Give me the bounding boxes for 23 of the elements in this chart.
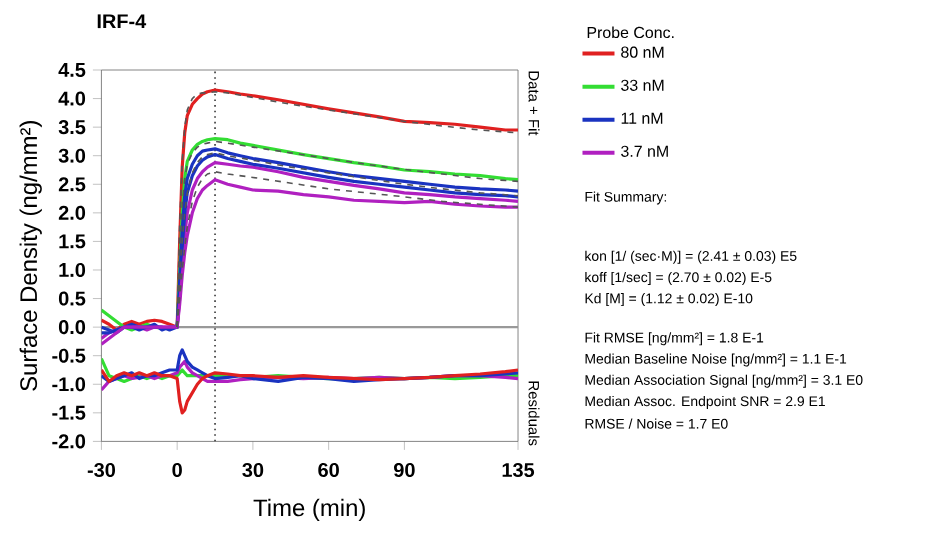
- y-tick-label: 3.0: [58, 148, 86, 163]
- x-axis-title: Time (min): [253, 498, 365, 522]
- y-axis-title: Surface Density (ng/mm²): [19, 121, 42, 391]
- y-tick-label: 0.0: [58, 320, 86, 335]
- y-tick-label: -2.0: [52, 434, 86, 449]
- y-tick-label: 1.5: [59, 234, 86, 249]
- x-tick-label: 135: [502, 462, 535, 478]
- x-tick-label: 0: [172, 462, 182, 478]
- y-tick-label: -0.5: [52, 348, 86, 363]
- x-tick-label: 90: [394, 462, 415, 478]
- y-tick-label: 2.0: [58, 205, 86, 220]
- y-tick-label: 4.5: [58, 63, 86, 77]
- y-tick-label: 0.5: [58, 291, 86, 306]
- y-tick-label: 4.0: [58, 91, 86, 106]
- y-tick-label: 2.5: [58, 177, 86, 192]
- x-tick-label: 60: [318, 462, 339, 478]
- y-tick-label: 1.0: [59, 262, 86, 278]
- chart-title: IRF-4: [97, 14, 147, 29]
- y-tick-label: 3.5: [58, 120, 86, 135]
- y-tick-label: -1.0: [52, 377, 86, 392]
- x-tick-label: -30: [87, 462, 115, 478]
- x-tick-label: 30: [242, 462, 264, 478]
- y-tick-label: -1.5: [52, 405, 86, 420]
